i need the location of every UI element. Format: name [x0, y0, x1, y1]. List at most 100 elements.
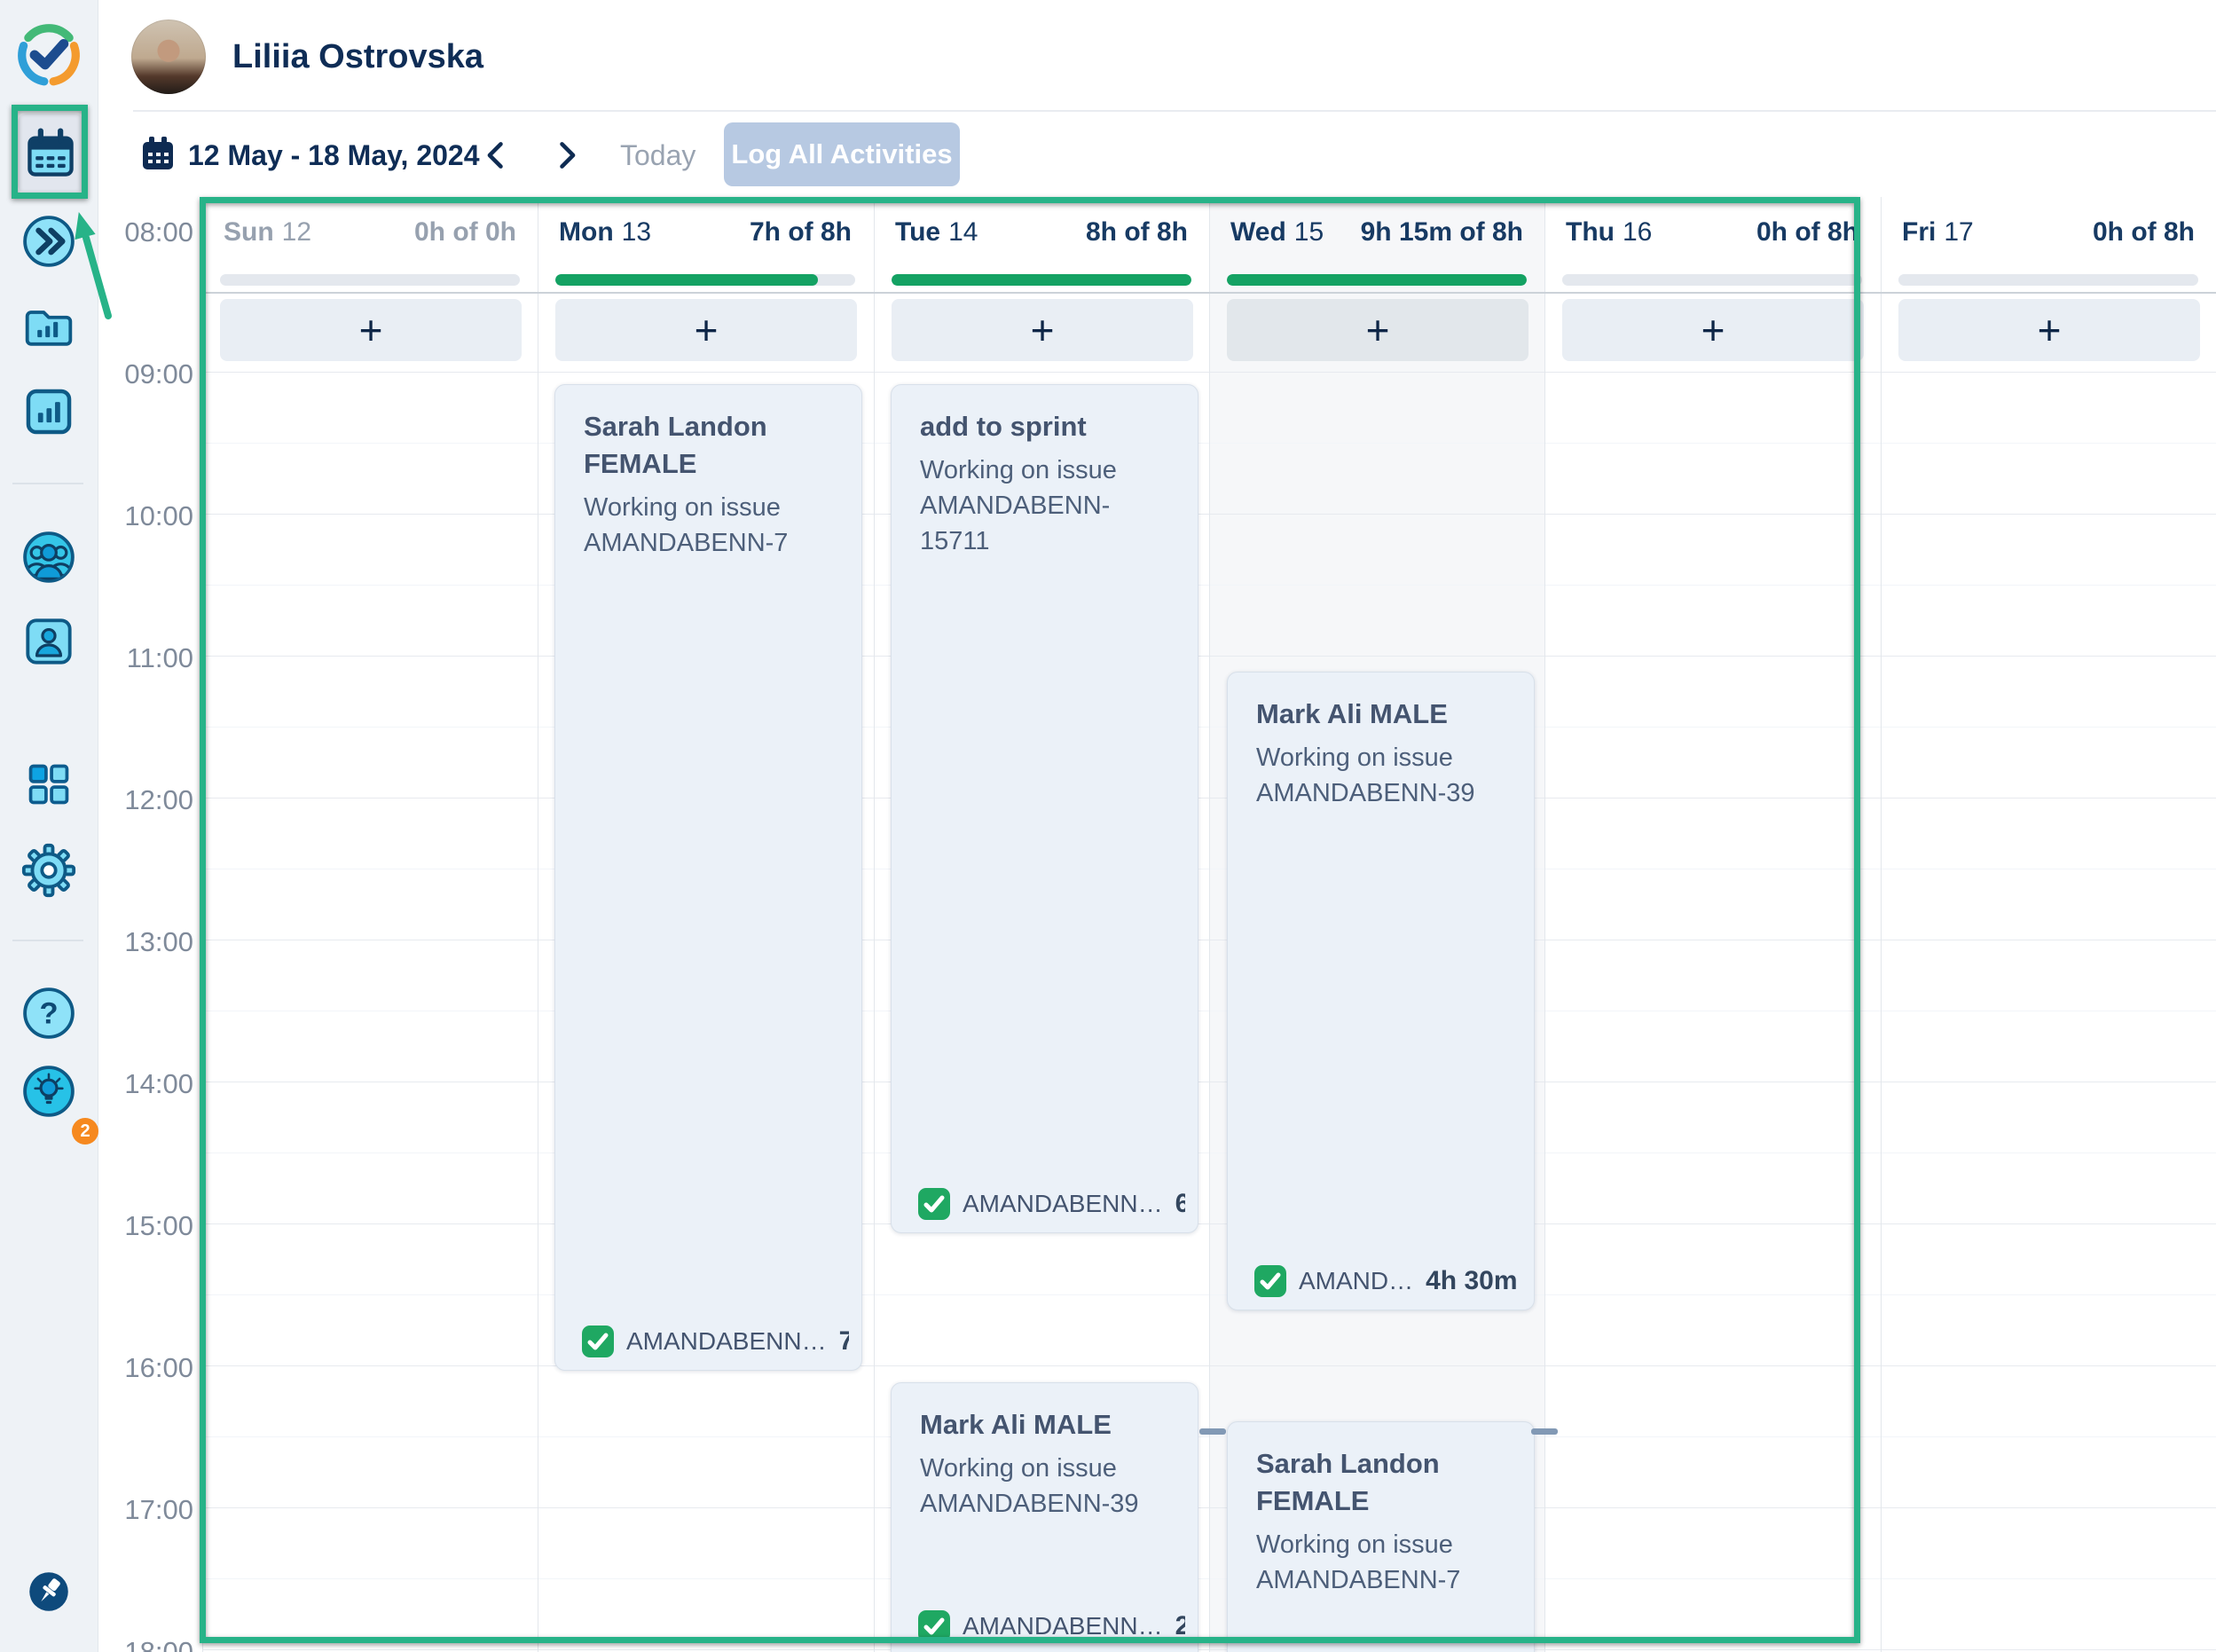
time-label: 10:00	[124, 500, 193, 531]
gear-icon	[21, 843, 76, 898]
time-label: 13:00	[124, 926, 193, 957]
sidebar-item-tips[interactable]: 2	[20, 1063, 98, 1145]
sidebar-item-help[interactable]: ?	[20, 985, 77, 1042]
time-label: 17:00	[124, 1494, 193, 1525]
sidebar-item-settings[interactable]	[20, 842, 77, 899]
event-issue-key: AMANDABENN…	[963, 1612, 1163, 1640]
sidebar-item-charts[interactable]	[20, 383, 77, 440]
time-label: 15:00	[124, 1210, 193, 1241]
day-header-fri: Fri 17 0h of 8h	[1902, 217, 2195, 247]
checkbox-checked-icon[interactable]	[1254, 1265, 1286, 1297]
date-range-label[interactable]: 12 May - 18 May, 2024	[188, 139, 480, 171]
apps-grid-icon	[28, 764, 69, 805]
event-card[interactable]: Mark Ali MALE Working on issue AMANDABEN…	[1227, 672, 1535, 1310]
event-issue-key: AMANDABENN…	[963, 1190, 1163, 1217]
drag-handle-left[interactable]	[1199, 1428, 1226, 1435]
sidebar: ? 2	[0, 0, 98, 1652]
date-picker-calendar-icon[interactable]	[138, 135, 177, 178]
app-logo-icon	[12, 18, 86, 92]
column-border	[1544, 197, 1545, 1652]
add-activity-button-sun[interactable]: +	[220, 299, 522, 361]
folder-chart-icon	[25, 311, 73, 346]
day-header-tue: Tue 14 8h of 8h	[895, 217, 1188, 247]
checkbox-checked-icon[interactable]	[918, 1610, 950, 1642]
add-activity-button-fri[interactable]: +	[1898, 299, 2200, 361]
event-issue-key: AMANDABENN…	[626, 1327, 827, 1355]
day-header-mon: Mon 13 7h of 8h	[559, 217, 852, 247]
chevron-right-icon	[560, 142, 576, 169]
checkbox-checked-icon[interactable]	[582, 1326, 614, 1357]
day-logged-summary: 9h 15m of 8h	[1360, 217, 1523, 247]
add-activity-button-tue[interactable]: +	[892, 299, 1193, 361]
column-border	[874, 197, 875, 1652]
event-card[interactable]: Sarah Landon FEMALE Working on issue AMA…	[1227, 1421, 1535, 1652]
person-card-icon	[26, 618, 72, 665]
day-logged-summary: 0h of 8h	[1756, 217, 1858, 247]
event-worklog-chip: AMANDABENN… 2h	[918, 1610, 1185, 1642]
day-progress-tue	[892, 274, 1191, 286]
column-border	[202, 197, 203, 1652]
time-label: 11:00	[126, 642, 193, 673]
event-title: Mark Ali MALE	[920, 1409, 1112, 1440]
event-description: Working on issue AMANDABENN-7	[584, 493, 789, 557]
pin-icon	[29, 1572, 68, 1611]
sidebar-item-apps[interactable]	[20, 756, 77, 813]
prev-week-button[interactable]	[477, 136, 516, 175]
sidebar-item-reports[interactable]	[20, 298, 77, 355]
event-card[interactable]: Sarah Landon FEMALE Working on issue AMA…	[554, 384, 862, 1371]
header-row-border	[202, 292, 2216, 294]
event-worklog-chip: AMAND… 4h 30m	[1254, 1265, 1521, 1297]
event-description: Working on issue AMANDABENN-15711	[920, 456, 1117, 555]
sidebar-item-calendar[interactable]	[18, 114, 83, 193]
time-label: 16:00	[124, 1352, 193, 1383]
chevron-left-icon	[487, 142, 503, 169]
user-avatar[interactable]	[131, 20, 206, 94]
add-activity-button-thu[interactable]: +	[1562, 299, 1864, 361]
drag-handle-right[interactable]	[1531, 1428, 1558, 1435]
column-border	[1881, 197, 1882, 1652]
day-header-sun: Sun 12 0h of 0h	[224, 217, 516, 247]
add-activity-button-wed[interactable]: +	[1227, 299, 1528, 361]
event-description: Working on issue AMANDABENN-7	[1256, 1530, 1461, 1594]
tips-badge: 2	[72, 1118, 98, 1145]
checkbox-checked-icon[interactable]	[918, 1188, 950, 1220]
event-card[interactable]: Mark Ali MALE Working on issue AMANDABEN…	[891, 1382, 1198, 1652]
header-divider	[133, 110, 2216, 112]
day-progress-fri	[1898, 274, 2198, 286]
event-card[interactable]: add to sprint Working on issue AMANDABEN…	[891, 384, 1198, 1233]
day-logged-summary: 0h of 0h	[413, 217, 516, 247]
next-week-button[interactable]	[546, 136, 585, 175]
event-title: Mark Ali MALE	[1256, 698, 1448, 729]
event-worklog-chip: AMANDABENN… 7h	[582, 1326, 849, 1357]
event-title: Sarah Landon FEMALE	[1256, 1448, 1440, 1516]
team-icon	[23, 531, 75, 583]
time-label: 14:00	[124, 1068, 193, 1099]
sidebar-divider	[12, 940, 83, 941]
day-logged-summary: 7h of 8h	[749, 217, 852, 247]
sidebar-item-person[interactable]	[20, 613, 77, 670]
event-title: add to sprint	[920, 411, 1087, 442]
lightbulb-icon	[23, 1066, 75, 1117]
day-header-wed: Wed 15 9h 15m of 8h	[1230, 217, 1523, 247]
sidebar-divider	[12, 483, 83, 484]
time-label: 08:00	[124, 216, 193, 248]
day-progress-thu	[1562, 274, 1862, 286]
sidebar-item-pin[interactable]	[20, 1563, 77, 1620]
log-all-activities-button[interactable]: Log All Activities	[724, 122, 960, 186]
time-label: 12:00	[124, 784, 193, 815]
add-activity-button-mon[interactable]: +	[555, 299, 857, 361]
sidebar-item-collapse[interactable]	[20, 213, 77, 270]
day-logged-summary: 8h of 8h	[1085, 217, 1188, 247]
day-header-thu: Thu 16 0h of 8h	[1566, 217, 1858, 247]
question-icon: ?	[23, 987, 75, 1039]
event-duration: 6h	[1175, 1189, 1185, 1218]
day-progress-wed	[1227, 274, 1527, 286]
today-button[interactable]: Today	[620, 139, 696, 171]
column-border	[1209, 197, 1210, 1652]
sidebar-item-team[interactable]	[20, 529, 77, 586]
event-title: Sarah Landon FEMALE	[584, 411, 767, 479]
time-label: 09:00	[124, 358, 193, 389]
event-description: Working on issue AMANDABENN-39	[1256, 743, 1475, 807]
svg-text:?: ?	[39, 997, 58, 1031]
